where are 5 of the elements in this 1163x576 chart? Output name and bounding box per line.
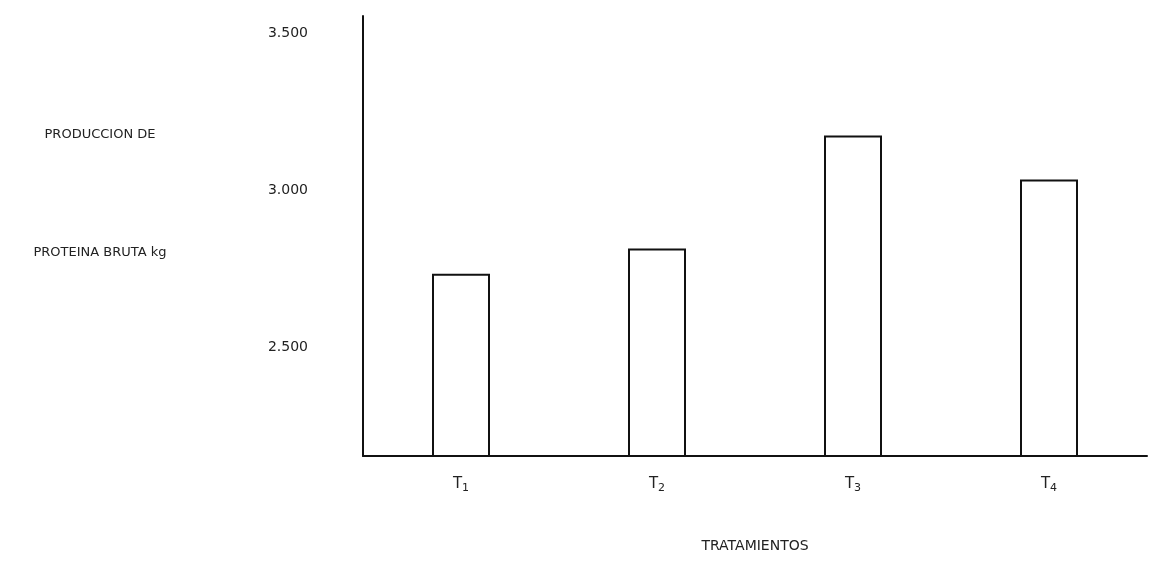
y-tick-label: 3.500 <box>267 23 308 40</box>
text: PRODUCCION DE PROTEINA BRUTA kg <box>33 126 167 259</box>
y-tick-label: 2.500 <box>267 338 308 354</box>
x-axis-title: TRATAMIENTOS <box>700 537 809 553</box>
y-tick-label: 3.000 <box>267 180 308 197</box>
